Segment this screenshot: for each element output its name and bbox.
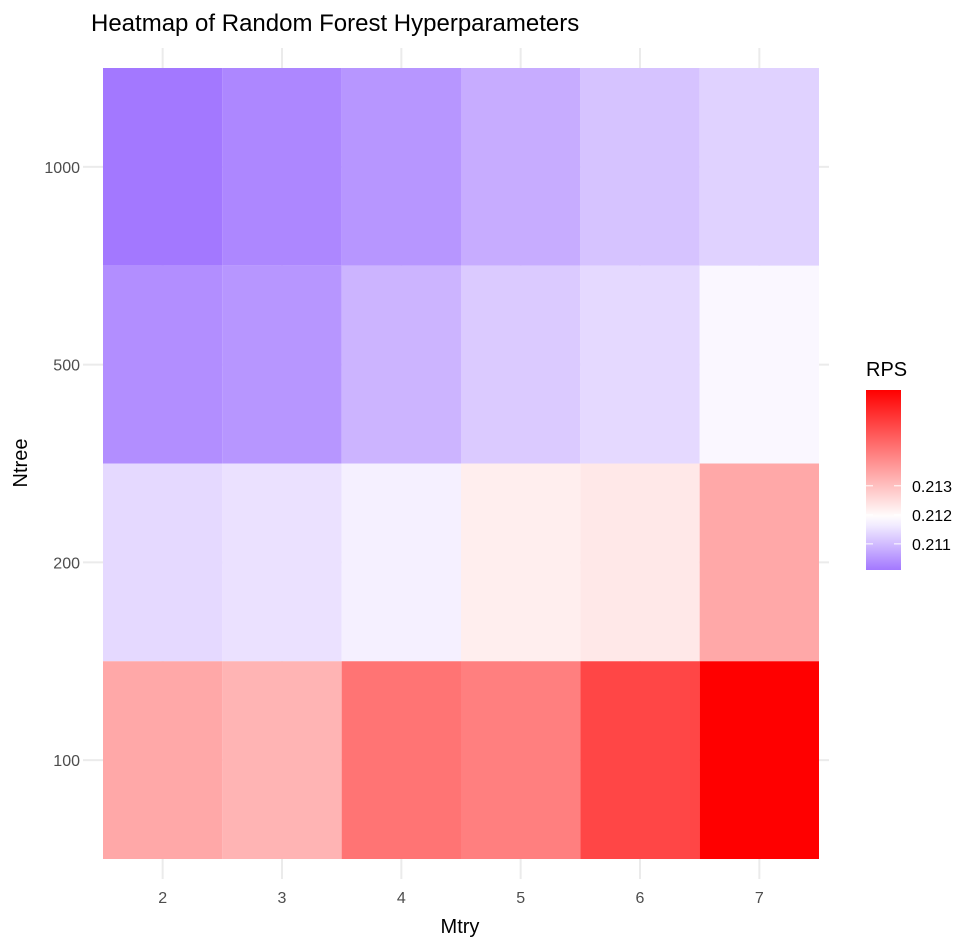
x-tick-label: 2 bbox=[158, 890, 167, 907]
heatmap-tile bbox=[103, 463, 223, 662]
heatmap-tile bbox=[580, 68, 700, 266]
heatmap-tiles bbox=[103, 68, 819, 859]
chart-title: Heatmap of Random Forest Hyperparameters bbox=[91, 10, 579, 37]
x-tick-label: 6 bbox=[636, 890, 645, 907]
x-tick-label: 5 bbox=[516, 890, 525, 907]
y-tick-label: 100 bbox=[53, 753, 80, 770]
heatmap-tile bbox=[580, 265, 700, 464]
x-tick-label: 7 bbox=[755, 890, 764, 907]
y-tick-label: 1000 bbox=[44, 160, 80, 177]
heatmap-tile bbox=[461, 265, 581, 464]
heatmap-tile bbox=[341, 463, 461, 662]
legend-tick-label: 0.213 bbox=[912, 479, 952, 496]
heatmap-tile bbox=[699, 661, 819, 859]
x-tick-labels: 2 3 4 5 6 7 bbox=[158, 890, 764, 907]
heatmap-tile bbox=[103, 68, 223, 266]
heatmap-tile bbox=[222, 265, 342, 464]
y-axis-title: Ntree bbox=[10, 439, 32, 488]
y-tick-label: 500 bbox=[53, 358, 80, 375]
heatmap-tile bbox=[461, 661, 581, 859]
legend-tick-label: 0.211 bbox=[912, 537, 951, 554]
x-tick-label: 3 bbox=[278, 890, 287, 907]
legend-tick-label: 0.212 bbox=[912, 508, 952, 525]
heatmap-tile bbox=[461, 463, 581, 662]
y-tick-labels: 100 200 500 1000 bbox=[44, 160, 80, 770]
heatmap-tile bbox=[222, 661, 342, 859]
heatmap-tile bbox=[103, 661, 223, 859]
heatmap-tile bbox=[222, 68, 342, 266]
heatmap-tile bbox=[222, 463, 342, 662]
heatmap-tile bbox=[699, 68, 819, 266]
heatmap-tile bbox=[341, 265, 461, 464]
heatmap-tile bbox=[341, 661, 461, 859]
heatmap-tile bbox=[699, 463, 819, 662]
legend: RPS 0.211 0.212 0.213 bbox=[866, 359, 952, 570]
heatmap-tile bbox=[580, 661, 700, 859]
legend-ticks: 0.211 0.212 0.213 bbox=[866, 479, 952, 554]
heatmap-tile bbox=[103, 265, 223, 464]
heatmap-tile bbox=[580, 463, 700, 662]
x-tick-label: 4 bbox=[397, 890, 406, 907]
heatmap-tile bbox=[461, 68, 581, 266]
y-tick-label: 200 bbox=[53, 555, 80, 572]
heatmap-tile bbox=[341, 68, 461, 266]
x-axis-title: Mtry bbox=[441, 916, 480, 938]
legend-colorbar bbox=[866, 390, 901, 570]
legend-title: RPS bbox=[866, 359, 907, 381]
heatmap-tile bbox=[699, 265, 819, 464]
